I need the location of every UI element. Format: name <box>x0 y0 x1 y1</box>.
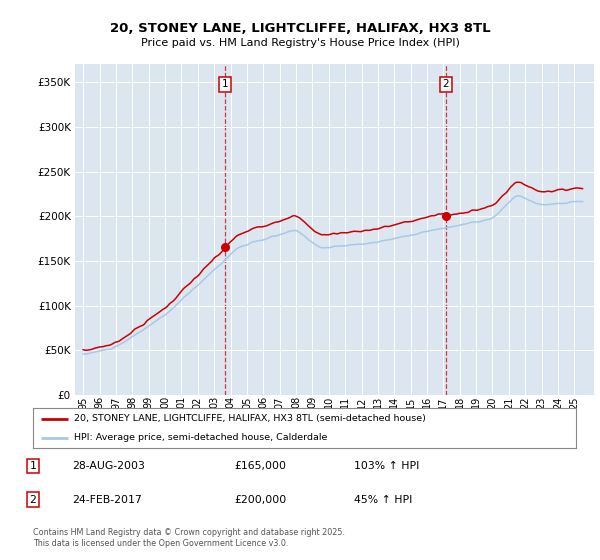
Text: 2: 2 <box>443 80 449 89</box>
Text: 28-AUG-2003: 28-AUG-2003 <box>72 461 145 471</box>
Text: £200,000: £200,000 <box>234 494 286 505</box>
Text: 45% ↑ HPI: 45% ↑ HPI <box>354 494 412 505</box>
Text: £165,000: £165,000 <box>234 461 286 471</box>
Text: Contains HM Land Registry data © Crown copyright and database right 2025.
This d: Contains HM Land Registry data © Crown c… <box>33 528 345 548</box>
Text: 20, STONEY LANE, LIGHTCLIFFE, HALIFAX, HX3 8TL (semi-detached house): 20, STONEY LANE, LIGHTCLIFFE, HALIFAX, H… <box>74 414 425 423</box>
Text: Price paid vs. HM Land Registry's House Price Index (HPI): Price paid vs. HM Land Registry's House … <box>140 38 460 48</box>
Text: 1: 1 <box>29 461 37 471</box>
Text: 103% ↑ HPI: 103% ↑ HPI <box>354 461 419 471</box>
Text: 24-FEB-2017: 24-FEB-2017 <box>72 494 142 505</box>
Text: 2: 2 <box>29 494 37 505</box>
Text: HPI: Average price, semi-detached house, Calderdale: HPI: Average price, semi-detached house,… <box>74 433 327 442</box>
Text: 1: 1 <box>221 80 228 89</box>
Text: 20, STONEY LANE, LIGHTCLIFFE, HALIFAX, HX3 8TL: 20, STONEY LANE, LIGHTCLIFFE, HALIFAX, H… <box>110 22 490 35</box>
